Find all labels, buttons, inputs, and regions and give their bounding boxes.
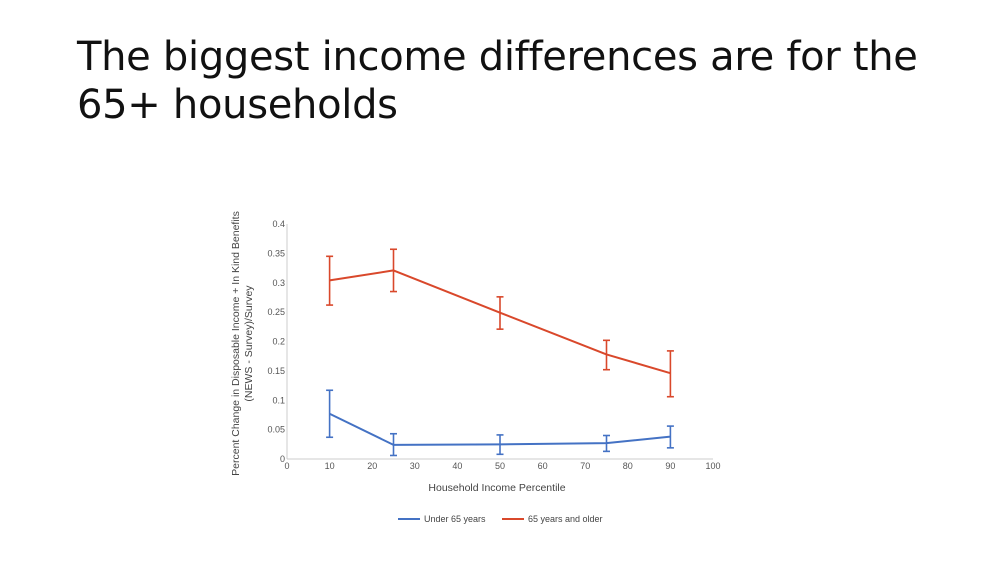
- y-axis-title: Percent Change in Disposable Income + In…: [230, 211, 242, 476]
- x-tick-label: 100: [705, 461, 720, 471]
- x-tick-label: 20: [367, 461, 377, 471]
- x-axis-title: Household Income Percentile: [428, 482, 565, 494]
- x-tick-label: 90: [665, 461, 675, 471]
- y-tick-label: 0.2: [272, 337, 285, 347]
- x-tick-label: 40: [452, 461, 462, 471]
- y-tick-label: 0.3: [272, 278, 285, 288]
- x-tick-label: 30: [410, 461, 420, 471]
- x-tick-label: 50: [495, 461, 505, 471]
- y-tick-label: 0: [280, 454, 285, 464]
- x-tick-label: 70: [580, 461, 590, 471]
- y-tick-label: 0.1: [272, 395, 285, 405]
- y-tick-label: 0.35: [267, 248, 285, 258]
- y-tick-label: 0.25: [267, 307, 285, 317]
- slide-title: The biggest income differences are for t…: [77, 34, 918, 128]
- y-axis-title: (NEWS - Survey)/Survey: [243, 285, 255, 402]
- y-tick-label: 0.15: [267, 366, 285, 376]
- x-tick-label: 0: [284, 461, 289, 471]
- legend-label: 65 years and older: [528, 514, 603, 524]
- x-tick-label: 10: [325, 461, 335, 471]
- y-tick-label: 0.05: [267, 425, 285, 435]
- y-tick-label: 0.4: [272, 219, 285, 229]
- x-tick-label: 60: [538, 461, 548, 471]
- x-tick-label: 80: [623, 461, 633, 471]
- legend-label: Under 65 years: [424, 514, 486, 524]
